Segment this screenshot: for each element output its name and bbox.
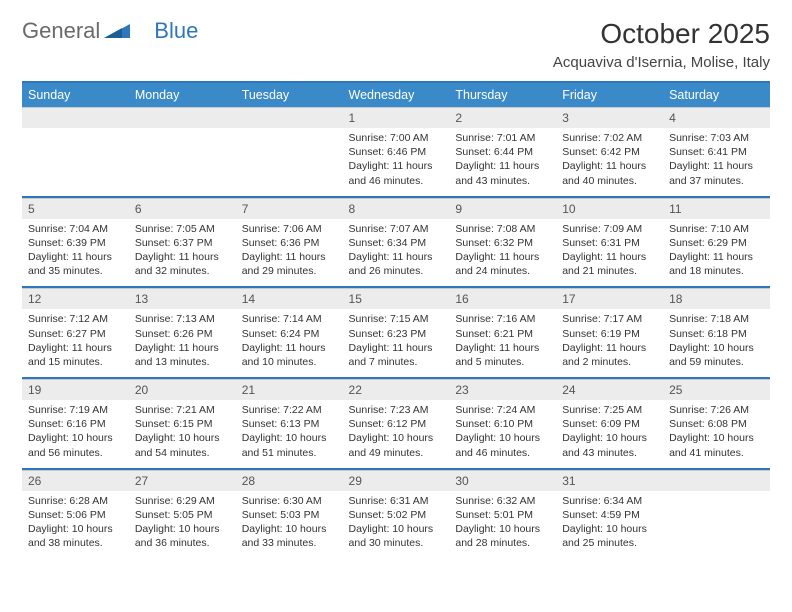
day-number: 16 [449,288,556,309]
daynum-row: 1234 [22,107,770,128]
day-number: 11 [663,198,770,219]
day-number: 7 [236,198,343,219]
day-details [236,128,343,186]
day-number: 19 [22,379,129,400]
day-details: Sunrise: 7:25 AMSunset: 6:09 PMDaylight:… [556,400,663,468]
logo-icon [104,18,130,44]
day-details: Sunrise: 7:15 AMSunset: 6:23 PMDaylight:… [343,309,450,377]
day-number: 25 [663,379,770,400]
page-subtitle: Acquaviva d'Isernia, Molise, Italy [553,54,770,71]
day-number [236,107,343,128]
weekday-header: Wednesday [343,83,450,107]
day-details: Sunrise: 7:17 AMSunset: 6:19 PMDaylight:… [556,309,663,377]
day-details: Sunrise: 6:29 AMSunset: 5:05 PMDaylight:… [129,491,236,559]
day-number: 22 [343,379,450,400]
day-number: 4 [663,107,770,128]
day-number: 15 [343,288,450,309]
day-details: Sunrise: 7:16 AMSunset: 6:21 PMDaylight:… [449,309,556,377]
day-details: Sunrise: 7:26 AMSunset: 6:08 PMDaylight:… [663,400,770,468]
day-details: Sunrise: 6:32 AMSunset: 5:01 PMDaylight:… [449,491,556,559]
weekday-header: Saturday [663,83,770,107]
day-number: 5 [22,198,129,219]
day-details: Sunrise: 6:31 AMSunset: 5:02 PMDaylight:… [343,491,450,559]
day-details: Sunrise: 7:06 AMSunset: 6:36 PMDaylight:… [236,219,343,287]
day-details: Sunrise: 7:13 AMSunset: 6:26 PMDaylight:… [129,309,236,377]
weekday-header: Thursday [449,83,556,107]
day-number: 10 [556,198,663,219]
daynum-row: 262728293031 [22,470,770,491]
day-number: 27 [129,470,236,491]
day-number: 13 [129,288,236,309]
day-details: Sunrise: 7:10 AMSunset: 6:29 PMDaylight:… [663,219,770,287]
daybody-row: Sunrise: 7:00 AMSunset: 6:46 PMDaylight:… [22,128,770,197]
day-number: 9 [449,198,556,219]
day-details: Sunrise: 7:01 AMSunset: 6:44 PMDaylight:… [449,128,556,196]
day-details: Sunrise: 7:12 AMSunset: 6:27 PMDaylight:… [22,309,129,377]
day-details: Sunrise: 7:22 AMSunset: 6:13 PMDaylight:… [236,400,343,468]
calendar-body: 1234 Sunrise: 7:00 AMSunset: 6:46 PMDayl… [22,107,770,558]
page-title: October 2025 [553,18,770,50]
day-details: Sunrise: 7:03 AMSunset: 6:41 PMDaylight:… [663,128,770,196]
title-block: October 2025 Acquaviva d'Isernia, Molise… [553,18,770,71]
day-number: 29 [343,470,450,491]
day-number [129,107,236,128]
day-number: 1 [343,107,450,128]
logo-text-1: General [22,18,100,44]
day-number: 31 [556,470,663,491]
day-number: 26 [22,470,129,491]
day-details: Sunrise: 7:19 AMSunset: 6:16 PMDaylight:… [22,400,129,468]
day-details: Sunrise: 7:23 AMSunset: 6:12 PMDaylight:… [343,400,450,468]
daybody-row: Sunrise: 7:19 AMSunset: 6:16 PMDaylight:… [22,400,770,469]
weekday-header: Monday [129,83,236,107]
daynum-row: 567891011 [22,198,770,219]
day-number [22,107,129,128]
day-details: Sunrise: 6:34 AMSunset: 4:59 PMDaylight:… [556,491,663,559]
day-details: Sunrise: 7:18 AMSunset: 6:18 PMDaylight:… [663,309,770,377]
day-number [663,470,770,491]
day-number: 17 [556,288,663,309]
day-details: Sunrise: 7:07 AMSunset: 6:34 PMDaylight:… [343,219,450,287]
day-details: Sunrise: 7:05 AMSunset: 6:37 PMDaylight:… [129,219,236,287]
day-number: 21 [236,379,343,400]
day-details [22,128,129,186]
weekday-header: Friday [556,83,663,107]
day-number: 14 [236,288,343,309]
day-details [663,491,770,549]
day-details: Sunrise: 6:30 AMSunset: 5:03 PMDaylight:… [236,491,343,559]
daynum-row: 12131415161718 [22,288,770,309]
logo-text-2: Blue [154,18,198,44]
day-number: 24 [556,379,663,400]
daybody-row: Sunrise: 6:28 AMSunset: 5:06 PMDaylight:… [22,491,770,559]
daybody-row: Sunrise: 7:12 AMSunset: 6:27 PMDaylight:… [22,309,770,378]
day-details: Sunrise: 7:14 AMSunset: 6:24 PMDaylight:… [236,309,343,377]
logo: General Blue [22,18,198,44]
day-number: 8 [343,198,450,219]
day-details: Sunrise: 7:08 AMSunset: 6:32 PMDaylight:… [449,219,556,287]
day-details: Sunrise: 7:21 AMSunset: 6:15 PMDaylight:… [129,400,236,468]
day-number: 2 [449,107,556,128]
day-number: 6 [129,198,236,219]
day-details: Sunrise: 7:04 AMSunset: 6:39 PMDaylight:… [22,219,129,287]
day-number: 23 [449,379,556,400]
calendar-table: SundayMondayTuesdayWednesdayThursdayFrid… [22,83,770,558]
day-details [129,128,236,186]
header: General Blue October 2025 Acquaviva d'Is… [22,18,770,71]
weekday-header-row: SundayMondayTuesdayWednesdayThursdayFrid… [22,83,770,107]
day-number: 20 [129,379,236,400]
weekday-header: Tuesday [236,83,343,107]
daynum-row: 19202122232425 [22,379,770,400]
day-number: 30 [449,470,556,491]
day-details: Sunrise: 7:09 AMSunset: 6:31 PMDaylight:… [556,219,663,287]
weekday-header: Sunday [22,83,129,107]
day-number: 12 [22,288,129,309]
day-number: 28 [236,470,343,491]
day-details: Sunrise: 7:24 AMSunset: 6:10 PMDaylight:… [449,400,556,468]
day-details: Sunrise: 6:28 AMSunset: 5:06 PMDaylight:… [22,491,129,559]
day-details: Sunrise: 7:02 AMSunset: 6:42 PMDaylight:… [556,128,663,196]
day-number: 18 [663,288,770,309]
day-details: Sunrise: 7:00 AMSunset: 6:46 PMDaylight:… [343,128,450,196]
daybody-row: Sunrise: 7:04 AMSunset: 6:39 PMDaylight:… [22,219,770,288]
day-number: 3 [556,107,663,128]
